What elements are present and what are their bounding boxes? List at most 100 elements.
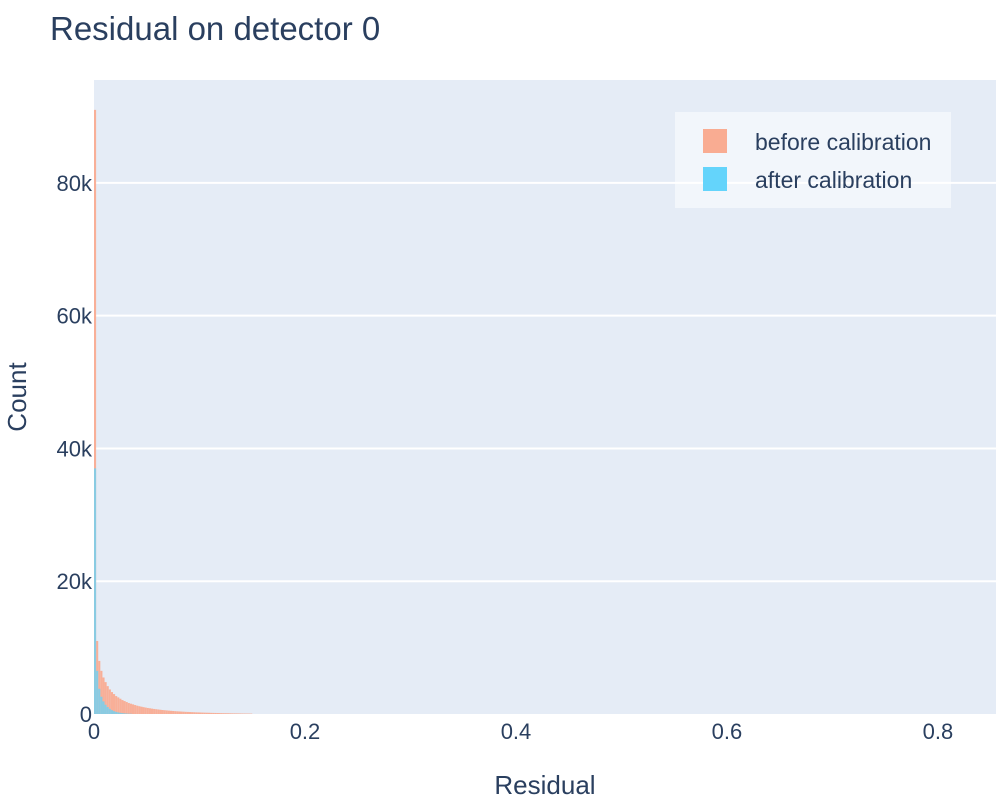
- histogram-bar[interactable]: [115, 711, 118, 714]
- histogram-bar[interactable]: [191, 712, 194, 714]
- x-tick-label: 0.2: [290, 719, 321, 744]
- histogram-bar[interactable]: [110, 710, 113, 714]
- histogram-bar[interactable]: [186, 711, 189, 714]
- histogram-bar[interactable]: [129, 703, 132, 714]
- histogram-bar[interactable]: [106, 686, 109, 714]
- histogram-bar[interactable]: [169, 710, 173, 714]
- y-tick-label: 60k: [57, 304, 93, 329]
- histogram-bar[interactable]: [108, 708, 111, 714]
- histogram-bar[interactable]: [138, 706, 141, 714]
- histogram-bar[interactable]: [102, 677, 105, 714]
- histogram-bar[interactable]: [150, 708, 154, 714]
- gridlines: [94, 181, 996, 583]
- histogram-bar[interactable]: [115, 696, 118, 714]
- histogram-bar[interactable]: [216, 713, 219, 714]
- histogram-bar[interactable]: [229, 713, 232, 714]
- bars: [94, 109, 253, 715]
- histogram-bar[interactable]: [148, 708, 151, 714]
- histogram-bar[interactable]: [94, 468, 97, 714]
- histogram-bar[interactable]: [127, 703, 130, 714]
- x-tick-label: 0: [88, 719, 100, 744]
- histogram-bar[interactable]: [176, 711, 179, 714]
- histogram-bar[interactable]: [94, 109, 97, 715]
- histogram-bar[interactable]: [161, 710, 164, 714]
- y-tick-label: 40k: [57, 436, 93, 461]
- histogram-bar[interactable]: [125, 702, 128, 714]
- histogram-bar[interactable]: [212, 712, 215, 714]
- histogram-bar[interactable]: [146, 707, 149, 714]
- histogram-bar[interactable]: [117, 697, 120, 714]
- histogram-bar[interactable]: [231, 713, 234, 714]
- histogram-bar[interactable]: [96, 670, 99, 714]
- histogram-bar[interactable]: [163, 710, 166, 714]
- histogram-bar[interactable]: [220, 713, 223, 714]
- histogram-bar[interactable]: [100, 696, 103, 714]
- histogram-bar[interactable]: [112, 711, 116, 714]
- histogram-bar[interactable]: [174, 711, 177, 714]
- histogram-bar[interactable]: [123, 701, 126, 714]
- histogram-bar[interactable]: [136, 705, 139, 714]
- histogram-bar[interactable]: [134, 705, 137, 714]
- histogram-bar[interactable]: [182, 711, 185, 714]
- legend-item-after[interactable]: after calibration: [703, 167, 912, 193]
- histogram-bar[interactable]: [239, 713, 242, 714]
- x-tick-label: 0.6: [712, 719, 743, 744]
- x-tick-label: 0.4: [501, 719, 532, 744]
- y-axis-title: Count: [2, 362, 32, 432]
- histogram-bar[interactable]: [98, 688, 101, 714]
- histogram-bar[interactable]: [140, 706, 143, 714]
- histogram-bar[interactable]: [199, 712, 202, 714]
- histogram-bar[interactable]: [237, 713, 240, 714]
- x-axis-ticks: 0 0.2 0.4 0.6 0.8: [88, 719, 953, 744]
- histogram-bar[interactable]: [117, 712, 120, 714]
- histogram-bar[interactable]: [144, 707, 147, 714]
- histogram-bar[interactable]: [197, 712, 200, 714]
- histogram-bar[interactable]: [180, 711, 183, 714]
- histogram-bar[interactable]: [108, 689, 111, 714]
- histogram-bar[interactable]: [193, 712, 196, 714]
- histogram-bar[interactable]: [100, 670, 103, 714]
- histogram-bar[interactable]: [142, 707, 145, 714]
- histogram-bar[interactable]: [222, 713, 225, 714]
- legend-box: [675, 112, 951, 208]
- histogram-bar[interactable]: [153, 708, 156, 714]
- histogram-bar[interactable]: [102, 701, 105, 714]
- histogram-bar[interactable]: [214, 712, 217, 714]
- histogram-bar[interactable]: [159, 709, 162, 714]
- histogram-bar[interactable]: [201, 712, 204, 714]
- histogram-bar[interactable]: [205, 712, 208, 714]
- histogram-bar[interactable]: [235, 713, 238, 714]
- histogram-bar[interactable]: [172, 710, 175, 714]
- histogram-bar[interactable]: [106, 707, 109, 714]
- histogram-bar[interactable]: [112, 694, 116, 714]
- histogram-bar[interactable]: [218, 713, 221, 714]
- histogram-bar[interactable]: [188, 712, 192, 714]
- histogram-bar[interactable]: [207, 712, 211, 714]
- histogram-bar[interactable]: [121, 700, 124, 714]
- histogram-bar[interactable]: [210, 712, 213, 714]
- histogram-bar[interactable]: [224, 713, 227, 714]
- histogram-bar[interactable]: [131, 704, 135, 714]
- histogram-bar[interactable]: [157, 709, 160, 714]
- histogram-bar[interactable]: [104, 704, 107, 714]
- legend-item-before[interactable]: before calibration: [703, 129, 931, 155]
- histogram-bar[interactable]: [110, 692, 113, 714]
- histogram-bar[interactable]: [178, 711, 181, 714]
- histogram-bar[interactable]: [119, 712, 122, 714]
- histogram-bar[interactable]: [104, 682, 107, 714]
- histogram-bar[interactable]: [121, 713, 124, 714]
- histogram-bar[interactable]: [226, 713, 230, 714]
- histogram-bar[interactable]: [98, 660, 101, 714]
- histogram-bar[interactable]: [233, 713, 236, 714]
- x-tick-label: 0.8: [923, 719, 954, 744]
- histogram-bar[interactable]: [119, 698, 122, 714]
- histogram-bar[interactable]: [155, 709, 158, 714]
- histogram-bar[interactable]: [195, 712, 198, 714]
- histogram-bar[interactable]: [203, 712, 206, 714]
- histogram-bar[interactable]: [184, 711, 187, 714]
- histogram-bar[interactable]: [165, 710, 168, 714]
- legend-label-after: after calibration: [755, 167, 912, 193]
- x-axis-title: Residual: [494, 770, 595, 800]
- histogram-bar[interactable]: [123, 713, 126, 714]
- histogram-bar[interactable]: [167, 710, 170, 714]
